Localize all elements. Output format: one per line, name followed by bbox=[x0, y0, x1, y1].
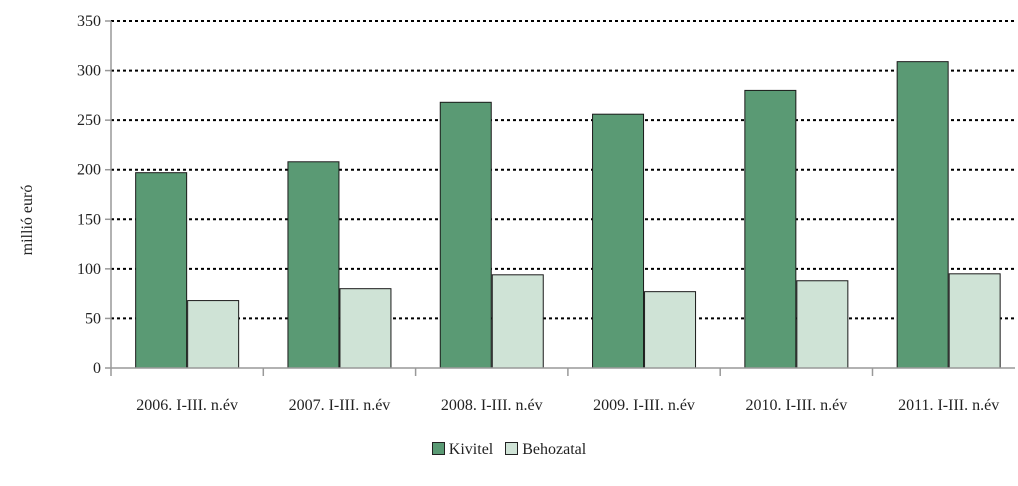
x-tick-label: 2008. I-III. n.év bbox=[441, 397, 543, 414]
x-tick-label: 2011. I-III. n.év bbox=[898, 397, 999, 414]
bar-behozatal-5 bbox=[948, 273, 1001, 369]
bar-behozatal-0 bbox=[187, 300, 240, 369]
x-tick-label: 2010. I-III. n.év bbox=[745, 397, 847, 414]
legend-label-behozatal: Behozatal bbox=[522, 441, 587, 458]
bar-kivitel-4 bbox=[744, 89, 797, 369]
legend-swatch-kivitel bbox=[431, 442, 445, 455]
bar-kivitel-3 bbox=[592, 113, 645, 369]
y-tick-label: 150 bbox=[77, 211, 101, 228]
y-tick-label: 250 bbox=[77, 112, 101, 129]
legend: Kivitel Behozatal bbox=[0, 441, 1018, 459]
x-tick-label: 2007. I-III. n.év bbox=[289, 397, 391, 414]
y-axis-title: millió euró bbox=[19, 185, 36, 256]
y-tick-label: 100 bbox=[77, 261, 101, 278]
y-tick-label: 350 bbox=[77, 13, 101, 30]
bar-behozatal-1 bbox=[339, 288, 392, 369]
legend-item-behozatal: Behozatal bbox=[505, 441, 586, 459]
axes bbox=[105, 20, 1015, 376]
bar-behozatal-3 bbox=[644, 291, 697, 369]
y-tick-labels: 0 50 100 150 200 250 300 350 bbox=[77, 13, 101, 377]
bar-kivitel-1 bbox=[287, 161, 340, 369]
gridlines bbox=[111, 20, 1015, 320]
bars bbox=[135, 61, 1001, 369]
legend-swatch-behozatal bbox=[505, 442, 519, 455]
y-tick-label: 50 bbox=[85, 310, 101, 327]
legend-item-kivitel: Kivitel bbox=[431, 441, 494, 459]
bar-kivitel-0 bbox=[135, 172, 188, 369]
bar-kivitel-2 bbox=[439, 101, 492, 369]
bar-behozatal-4 bbox=[796, 280, 849, 369]
legend-label-kivitel: Kivitel bbox=[448, 441, 494, 458]
y-tick-label: 300 bbox=[77, 63, 101, 80]
x-tick-label: 2006. I-III. n.év bbox=[136, 397, 238, 414]
bar-behozatal-2 bbox=[491, 274, 544, 369]
y-tick-label: 200 bbox=[77, 162, 101, 179]
x-tick-label: 2009. I-III. n.év bbox=[593, 397, 695, 414]
bar-kivitel-5 bbox=[896, 61, 949, 369]
y-tick-label: 0 bbox=[93, 360, 101, 377]
x-tick-labels: 2006. I-III. n.év 2007. I-III. n.év 2008. … bbox=[136, 397, 999, 414]
